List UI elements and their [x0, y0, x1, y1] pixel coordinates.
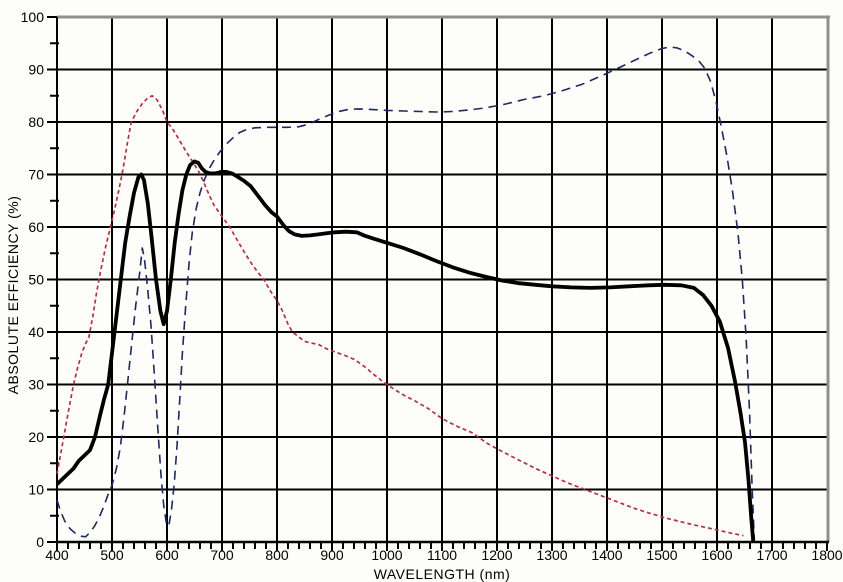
y-tick-label: 80	[28, 114, 44, 130]
x-tick-label: 1300	[536, 547, 567, 563]
x-tick-label: 1700	[756, 547, 787, 563]
y-tick-label: 0	[36, 534, 44, 550]
x-tick-label: 800	[265, 547, 289, 563]
series-red-short-dash-curve	[56, 94, 744, 537]
y-tick-label: 60	[28, 219, 44, 235]
x-tick-label: 1200	[481, 547, 512, 563]
x-tick-label: 500	[100, 547, 124, 563]
tick-layer	[47, 16, 828, 551]
y-tick-label: 20	[28, 429, 44, 445]
y-tick-label: 30	[28, 377, 44, 393]
series-layer	[55, 46, 756, 543]
x-tick-label: 1000	[371, 547, 402, 563]
y-axis-title: ABSOLUTE EFFICIENCY (%)	[5, 195, 21, 395]
x-tick-label: 900	[320, 547, 344, 563]
tick-label-layer: 400 500 600 700 800 900 1000 1100 1200 1300 1400 15…	[21, 9, 843, 563]
y-tick-label: 90	[28, 62, 44, 78]
y-tick-label: 10	[28, 482, 44, 498]
y-tick-label: 70	[28, 167, 44, 183]
series-black-thick-solid-curve	[55, 159, 756, 543]
x-tick-label: 600	[155, 547, 179, 563]
x-tick-label: 1400	[591, 547, 622, 563]
x-tick-label: 400	[45, 547, 69, 563]
y-tick-label: 40	[28, 324, 44, 340]
x-tick-label: 1100	[427, 547, 457, 563]
series-navy-long-dash-curve	[56, 46, 756, 543]
x-tick-label: 1600	[701, 547, 732, 563]
x-tick-label: 700	[210, 547, 234, 563]
y-tick-label: 50	[28, 272, 44, 288]
x-tick-label: 1800	[811, 547, 842, 563]
x-tick-label: 1500	[646, 547, 677, 563]
x-axis-title: WAVELENGTH (nm)	[373, 566, 511, 582]
y-tick-label: 100	[21, 9, 45, 25]
